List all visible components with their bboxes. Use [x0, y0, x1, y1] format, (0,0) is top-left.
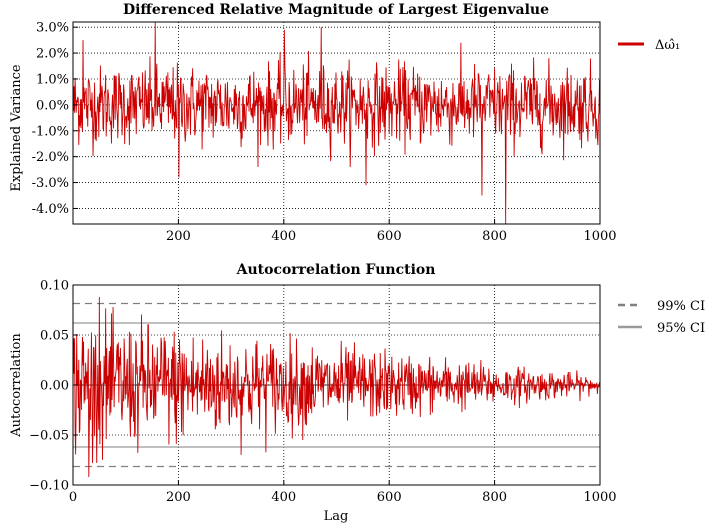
x-tick-label: 400 [271, 490, 296, 505]
top-series-line [73, 21, 601, 225]
y-tick-label: 2.0% [36, 47, 69, 62]
x-tick-label: 200 [166, 229, 191, 244]
y-tick-label: -2.0% [32, 150, 69, 165]
x-tick-label: 600 [377, 229, 402, 244]
y-tick-label: 0.00 [40, 379, 69, 394]
y-tick-label: −0.10 [29, 479, 69, 494]
top-legend: Δω̂₁ [618, 38, 680, 53]
bottom-legend: 99% CI 95% CI [618, 299, 705, 336]
top-y-axis-label: Explained Variance [9, 64, 24, 191]
bottom-chart-title: Autocorrelation Function [236, 262, 436, 278]
y-tick-label: 0.0% [36, 98, 69, 113]
bottom-chart: Autocorrelation Function 0.10 0.05 0.00 −0.… [9, 262, 705, 524]
bottom-x-axis-label: Lag [324, 509, 349, 524]
bottom-x-axis: 0 200 400 600 800 1000 [69, 480, 617, 505]
x-tick-label: 1000 [583, 490, 616, 505]
legend-99ci-label: 99% CI [657, 299, 705, 314]
y-tick-label: 0.05 [40, 329, 69, 344]
top-legend-label: Δω̂₁ [655, 38, 680, 53]
y-tick-label: 3.0% [36, 21, 69, 36]
y-tick-label: 0.10 [40, 279, 69, 294]
top-y-axis: 3.0% 2.0% 1.0% 0.0% -1.0% -2.0% -3.0% -4.0% [32, 21, 78, 217]
x-tick-label: 200 [166, 490, 191, 505]
top-x-axis: 200 400 600 800 1000 [166, 219, 617, 244]
y-tick-label: 1.0% [36, 72, 69, 87]
x-tick-label: 1000 [583, 229, 616, 244]
series-line-delta-omega [73, 21, 601, 225]
x-tick-label: 600 [377, 490, 402, 505]
series-line-acf [72, 296, 600, 478]
x-tick-label: 800 [482, 229, 507, 244]
top-chart: Differenced Relative Magnitude of Larges… [9, 2, 680, 244]
top-plot-frame [72, 21, 601, 225]
x-tick-label: 800 [482, 490, 507, 505]
legend-95ci-label: 95% CI [657, 321, 705, 336]
top-chart-title: Differenced Relative Magnitude of Larges… [123, 2, 549, 18]
y-tick-label: -4.0% [32, 202, 69, 217]
y-tick-label: -1.0% [32, 124, 69, 139]
y-tick-label: −0.05 [29, 429, 69, 444]
x-tick-label: 0 [69, 490, 77, 505]
bottom-series-line [72, 296, 600, 478]
bottom-y-axis: 0.10 0.05 0.00 −0.05 −0.10 [29, 279, 78, 494]
bottom-y-axis-label: Autocorrelation [9, 333, 24, 438]
y-tick-label: -3.0% [32, 176, 69, 191]
x-tick-label: 400 [271, 229, 296, 244]
